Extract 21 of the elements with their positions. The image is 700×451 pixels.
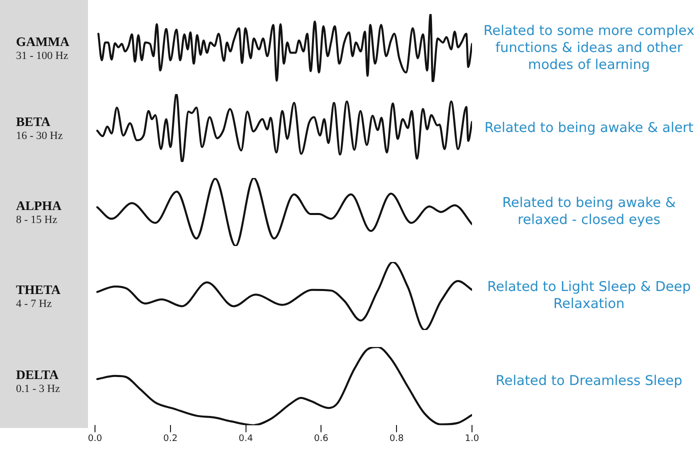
text: 8 - 15 Hz xyxy=(16,214,58,226)
x-tick-label: 0.4 xyxy=(238,434,254,444)
x-tick-label: 1.0 xyxy=(464,434,480,444)
text: Related to being awake & relaxed - closed eyes xyxy=(501,194,677,230)
text: Related to Dreamless Sleep xyxy=(494,372,684,390)
text: 4 - 7 Hz xyxy=(16,298,52,310)
text: Related to Light Sleep & Deep Relaxation xyxy=(486,278,692,314)
text: Related to being awake & alert xyxy=(484,118,694,138)
text: Related to some more complex functions & ideas and other modes of learning xyxy=(482,22,696,74)
text: GAMMA xyxy=(16,34,70,50)
text: 31 - 100 Hz xyxy=(16,50,68,62)
text: DELTA xyxy=(16,367,59,383)
text: THETA xyxy=(16,282,61,298)
text: BETA xyxy=(16,114,50,130)
x-tick-label: 0.8 xyxy=(389,434,404,444)
x-tick-label: 0.2 xyxy=(163,434,178,444)
x-tick-label: 0.6 xyxy=(314,434,329,444)
text: ALPHA xyxy=(16,198,62,214)
text: 0.1 - 3 Hz xyxy=(16,383,60,395)
x-tick-label: 0.0 xyxy=(88,434,102,444)
text: 16 - 30 Hz xyxy=(16,130,63,142)
